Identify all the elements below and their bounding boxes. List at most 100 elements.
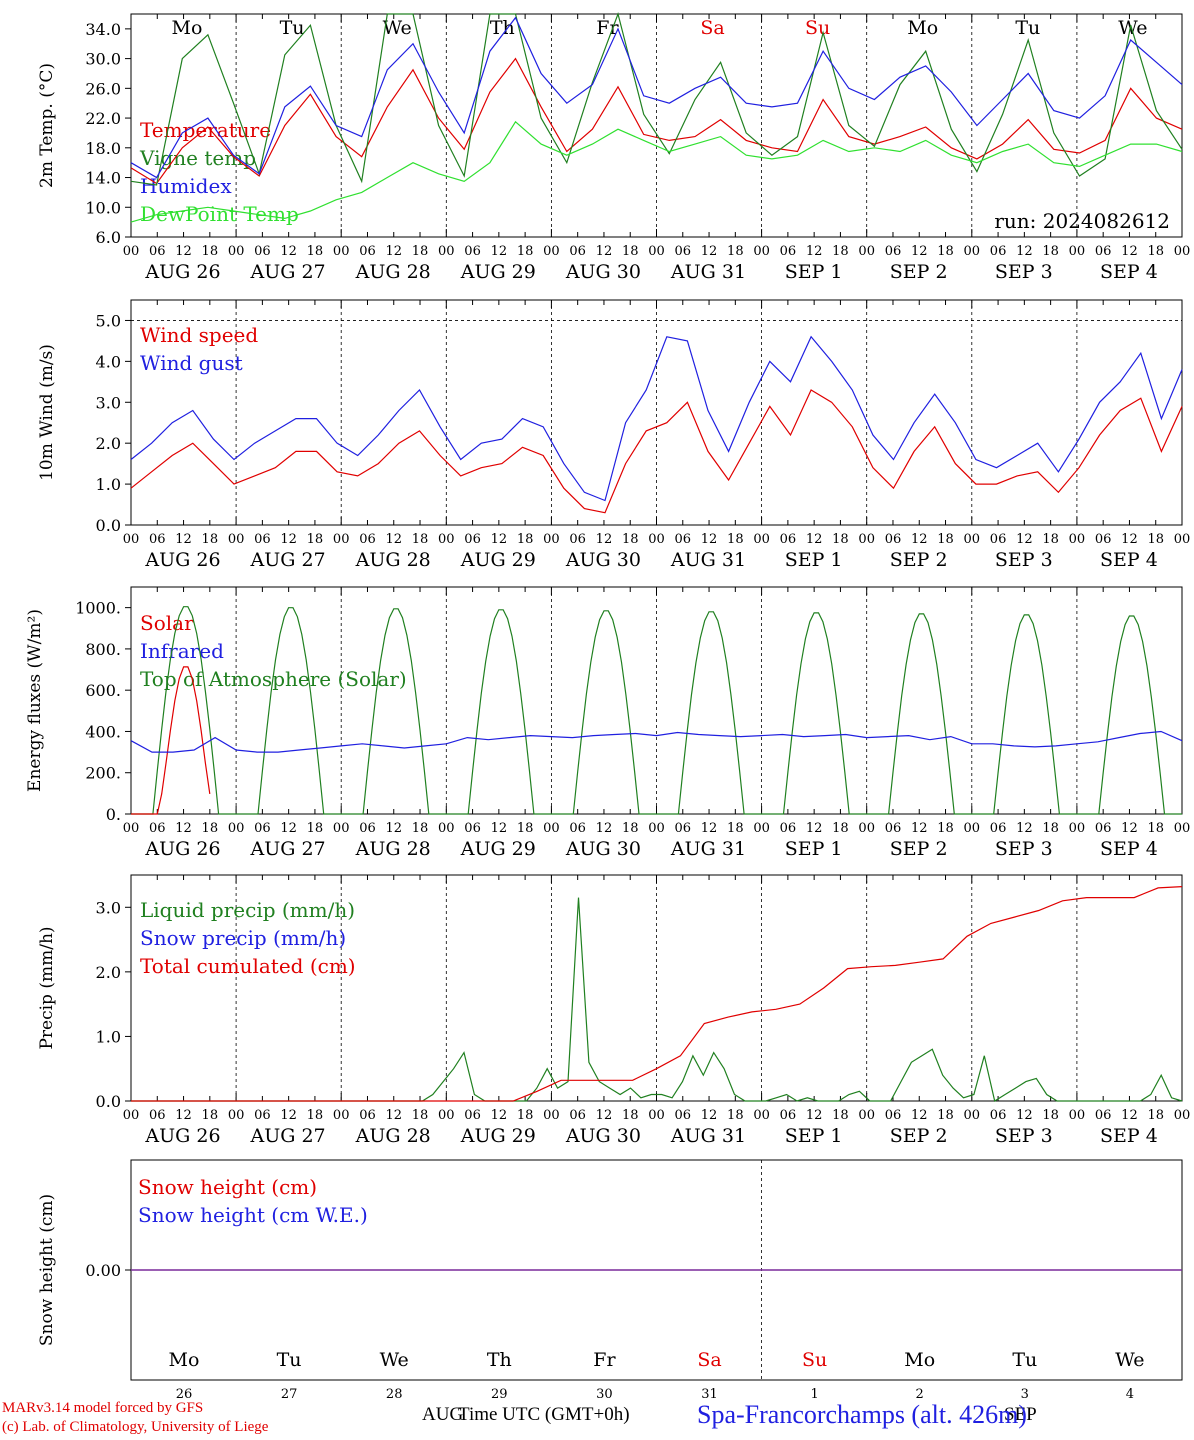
x-hour-label: 12 bbox=[596, 1108, 613, 1123]
y-axis-label: Precip (mm/h) bbox=[37, 926, 57, 1049]
x-hour-label: 00 bbox=[1069, 1108, 1086, 1123]
x-date-label: AUG 31 bbox=[670, 838, 746, 860]
x-hour-label: 00 bbox=[648, 821, 665, 836]
x-hour-label: 00 bbox=[1174, 532, 1191, 547]
x-hour-label: 06 bbox=[569, 244, 586, 259]
x-hour-label: 18 bbox=[1147, 1108, 1164, 1123]
day-number: 1 bbox=[810, 1387, 818, 1402]
x-hour-label: 18 bbox=[412, 244, 429, 259]
x-hour-label: 12 bbox=[175, 532, 192, 547]
x-hour-label: 00 bbox=[858, 821, 875, 836]
x-hour-label: 00 bbox=[228, 532, 245, 547]
x-month-left: AUG bbox=[422, 1404, 464, 1425]
x-date-label: SEP 4 bbox=[1100, 838, 1158, 860]
x-hour-label: 00 bbox=[438, 1108, 455, 1123]
x-hour-label: 00 bbox=[543, 821, 560, 836]
y-tick-label: 5.0 bbox=[96, 311, 121, 330]
x-hour-label: 06 bbox=[780, 244, 797, 259]
x-hour-label: 18 bbox=[1147, 532, 1164, 547]
x-hour-label: 18 bbox=[1147, 244, 1164, 259]
x-hour-label: 18 bbox=[412, 1108, 429, 1123]
x-hour-label: 00 bbox=[543, 532, 560, 547]
x-hour-label: 18 bbox=[202, 244, 219, 259]
legend-entry: Temperature bbox=[140, 118, 271, 142]
x-date-label: SEP 4 bbox=[1100, 1125, 1158, 1147]
x-hour-label: 12 bbox=[1121, 821, 1138, 836]
day-label: Mo bbox=[904, 1349, 935, 1371]
x-hour-label: 12 bbox=[491, 244, 508, 259]
x-hour-label: 18 bbox=[832, 821, 849, 836]
x-date-label: SEP 2 bbox=[890, 549, 948, 571]
x-hour-label: 12 bbox=[1121, 532, 1138, 547]
x-hour-label: 00 bbox=[333, 1108, 350, 1123]
day-label: Mo bbox=[169, 1349, 200, 1371]
x-date-label: AUG 27 bbox=[250, 1125, 326, 1147]
x-date-label: SEP 3 bbox=[995, 549, 1053, 571]
series-line-infrared bbox=[130, 730, 1183, 753]
x-hour-label: 06 bbox=[675, 244, 692, 259]
x-hour-label: 00 bbox=[123, 821, 140, 836]
x-hour-label: 18 bbox=[307, 821, 324, 836]
x-hour-label: 00 bbox=[438, 532, 455, 547]
day-number: 27 bbox=[281, 1387, 298, 1402]
x-date-label: SEP 4 bbox=[1100, 549, 1158, 571]
y-tick-label: 1.0 bbox=[96, 475, 121, 494]
day-label: Tu bbox=[1015, 17, 1040, 39]
y-tick-label: 14.0 bbox=[85, 169, 121, 188]
legend-entry: Infrared bbox=[140, 639, 224, 663]
x-date-label: SEP 1 bbox=[785, 838, 843, 860]
legend-entry: Vigne temp bbox=[139, 146, 256, 170]
x-hour-label: 18 bbox=[832, 1108, 849, 1123]
x-hour-label: 00 bbox=[753, 1108, 770, 1123]
x-hour-label: 18 bbox=[832, 244, 849, 259]
y-tick-label: 34.0 bbox=[85, 20, 121, 39]
series-line-wind-gust bbox=[130, 335, 1183, 502]
x-hour-label: 00 bbox=[1174, 244, 1191, 259]
y-tick-label: 3.0 bbox=[96, 898, 121, 917]
day-number: 4 bbox=[1126, 1387, 1134, 1402]
x-date-label: AUG 27 bbox=[250, 838, 326, 860]
y-axis-label: 2m Temp. (°C) bbox=[37, 63, 57, 188]
x-hour-label: 18 bbox=[727, 532, 744, 547]
x-hour-label: 06 bbox=[675, 821, 692, 836]
x-date-label: AUG 28 bbox=[355, 1125, 431, 1147]
x-hour-label: 18 bbox=[1042, 821, 1059, 836]
x-hour-label: 18 bbox=[622, 244, 639, 259]
x-hour-label: 00 bbox=[964, 532, 981, 547]
day-label: Sa bbox=[697, 1349, 721, 1371]
legend-entry: Liquid precip (mm/h) bbox=[140, 898, 355, 922]
x-hour-label: 06 bbox=[780, 1108, 797, 1123]
y-tick-label: 0.0 bbox=[96, 1092, 121, 1111]
x-date-label: AUG 31 bbox=[670, 549, 746, 571]
x-hour-label: 00 bbox=[543, 1108, 560, 1123]
day-label: Th bbox=[487, 1349, 512, 1371]
x-hour-label: 00 bbox=[1174, 821, 1191, 836]
x-hour-label: 18 bbox=[202, 821, 219, 836]
x-hour-label: 00 bbox=[753, 244, 770, 259]
x-hour-label: 00 bbox=[1069, 532, 1086, 547]
day-number: 2 bbox=[916, 1387, 924, 1402]
x-hour-label: 18 bbox=[727, 244, 744, 259]
x-hour-label: 12 bbox=[911, 532, 928, 547]
x-hour-label: 00 bbox=[858, 244, 875, 259]
x-hour-label: 12 bbox=[280, 1108, 297, 1123]
x-date-label: SEP 4 bbox=[1100, 261, 1158, 283]
x-hour-label: 12 bbox=[701, 1108, 718, 1123]
x-hour-label: 18 bbox=[202, 532, 219, 547]
day-label: Sa bbox=[700, 17, 724, 39]
x-hour-label: 06 bbox=[675, 532, 692, 547]
x-hour-label: 00 bbox=[1069, 244, 1086, 259]
y-tick-label: 6.0 bbox=[96, 228, 121, 247]
x-hour-label: 06 bbox=[780, 821, 797, 836]
x-hour-label: 18 bbox=[1042, 1108, 1059, 1123]
day-label: Mo bbox=[907, 17, 938, 39]
x-date-label: AUG 29 bbox=[460, 1125, 536, 1147]
y-tick-label: 3.0 bbox=[96, 393, 121, 412]
x-hour-label: 06 bbox=[1095, 244, 1112, 259]
station-label: Spa-Francorchamps (alt. 426m) bbox=[697, 1400, 1027, 1429]
x-hour-label: 06 bbox=[885, 532, 902, 547]
y-tick-label: 1.0 bbox=[96, 1027, 121, 1046]
series-line-vigne-temp bbox=[130, 12, 1183, 186]
x-date-label: SEP 1 bbox=[785, 1125, 843, 1147]
x-hour-label: 18 bbox=[937, 532, 954, 547]
